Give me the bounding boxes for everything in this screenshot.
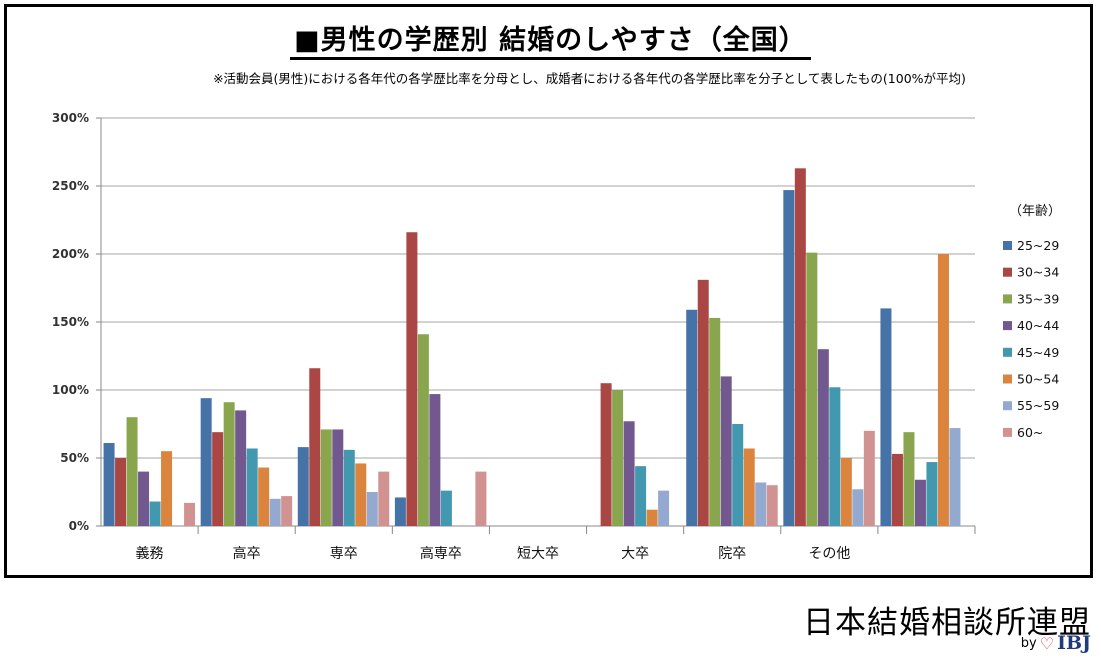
bar xyxy=(417,334,429,526)
bar xyxy=(297,447,309,526)
bar xyxy=(880,308,892,526)
bar xyxy=(429,394,441,526)
x-tick-label: 義務 xyxy=(136,545,164,562)
bar xyxy=(475,471,487,526)
bar xyxy=(658,490,670,526)
x-tick-label: 大卒 xyxy=(621,546,649,562)
bar xyxy=(686,309,698,526)
bar xyxy=(949,428,961,526)
bar xyxy=(635,466,647,526)
bar xyxy=(766,485,778,526)
bar xyxy=(126,417,138,526)
y-tick-label: 150% xyxy=(52,315,89,329)
legend-label: 60~ xyxy=(1017,425,1043,440)
legend-swatch xyxy=(1003,401,1012,411)
bar xyxy=(269,498,281,526)
bar xyxy=(149,501,161,526)
x-tick-label: 専卒 xyxy=(330,546,358,562)
bar xyxy=(378,471,390,526)
bar xyxy=(783,190,795,526)
legend-label: 45~49 xyxy=(1017,345,1059,360)
bar xyxy=(697,279,709,526)
bar xyxy=(223,402,235,526)
y-tick-label: 200% xyxy=(52,247,89,261)
bar xyxy=(281,496,293,526)
bar xyxy=(720,376,732,526)
ibj-logo-text: IBJ xyxy=(1057,632,1091,654)
x-tick-label: 短大卒 xyxy=(517,546,559,562)
bar xyxy=(320,429,332,526)
bar xyxy=(138,471,150,526)
bar xyxy=(852,489,864,526)
legend-swatch xyxy=(1003,347,1012,357)
legend-swatch xyxy=(1003,241,1012,250)
bar xyxy=(914,479,926,526)
bar xyxy=(355,463,367,526)
bar xyxy=(103,443,115,526)
legend-label: 25~29 xyxy=(1017,238,1059,253)
legend-label: 35~39 xyxy=(1017,291,1059,306)
bar xyxy=(235,410,247,526)
bar xyxy=(600,383,612,526)
bar xyxy=(646,509,658,526)
organization-name: 日本結婚相談所連盟 xyxy=(803,605,1091,641)
by-text: by xyxy=(1020,635,1037,651)
bar xyxy=(829,387,841,526)
legend-swatch xyxy=(1003,267,1012,277)
bar xyxy=(891,453,903,526)
bar xyxy=(612,390,624,526)
y-tick-label: 0% xyxy=(69,519,89,533)
bar xyxy=(343,449,355,526)
bar xyxy=(394,497,406,526)
bar xyxy=(743,448,755,526)
legend-label: 40~44 xyxy=(1017,318,1059,333)
bar xyxy=(903,432,915,526)
legend-label: 50~54 xyxy=(1017,372,1059,387)
ibj-logo: by ♡ IBJ xyxy=(1021,632,1091,654)
legend-swatch xyxy=(1003,427,1012,437)
bar xyxy=(623,421,635,526)
bar xyxy=(366,492,378,526)
x-tick-label: 院卒 xyxy=(718,546,746,562)
bar xyxy=(212,432,224,526)
legend-label: 55~59 xyxy=(1017,398,1059,413)
legend-swatch xyxy=(1003,374,1012,384)
bar xyxy=(309,368,321,526)
y-tick-label: 50% xyxy=(60,451,89,465)
x-tick-label: 高卒 xyxy=(233,545,261,562)
bar xyxy=(794,168,806,526)
bar xyxy=(406,232,418,527)
y-tick-label: 250% xyxy=(52,179,89,193)
x-tick-label: その他 xyxy=(808,546,850,562)
bar xyxy=(246,448,258,526)
legend-label: 30~34 xyxy=(1017,265,1059,280)
legend-swatch xyxy=(1003,321,1012,331)
bar xyxy=(332,429,344,526)
bar xyxy=(732,424,744,526)
bar xyxy=(840,458,852,526)
x-tick-label: 高専卒 xyxy=(420,545,462,562)
bar xyxy=(926,462,938,526)
chart-note: ※活動会員(男性)における各年代の各学歴比率を分母とし、成婚者における各年代の各… xyxy=(213,71,966,86)
chart-title: ■男性の学歴別 結婚のしやすさ（全国） xyxy=(0,18,1101,60)
bar xyxy=(440,490,452,526)
heart-icon: ♡ xyxy=(1039,633,1055,653)
legend-swatch xyxy=(1003,294,1012,304)
bar xyxy=(161,451,173,526)
bar xyxy=(817,349,829,526)
bar xyxy=(258,467,270,526)
bar xyxy=(184,502,196,526)
bar xyxy=(115,458,127,526)
bar xyxy=(200,398,212,526)
y-tick-label: 300% xyxy=(52,111,89,125)
bar xyxy=(937,254,949,526)
y-tick-label: 100% xyxy=(52,383,89,397)
bar xyxy=(806,252,818,526)
bar xyxy=(863,430,875,526)
bar xyxy=(755,482,767,526)
bar xyxy=(709,317,721,526)
legend-title: （年齢） xyxy=(1009,204,1061,219)
